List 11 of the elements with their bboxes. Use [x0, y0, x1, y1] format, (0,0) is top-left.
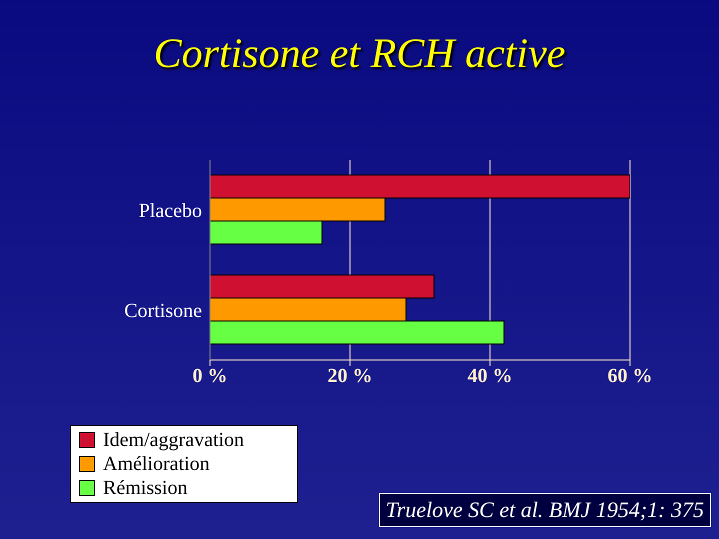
x-tick-label: 0 % [192, 365, 228, 388]
legend-label: Idem/aggravation [103, 428, 244, 452]
text: Truelove SC et al. BMJ 1954;1: 375 [378, 493, 711, 527]
y-tick-label: Cortisone [124, 300, 202, 322]
legend-label: Rémission [103, 476, 188, 500]
x-tick-label: 60 % [608, 365, 652, 388]
chart-title: Cortisone et RCH active [152, 30, 566, 78]
legend-label: Amélioration [103, 452, 210, 476]
x-tick-label: 20 % [328, 365, 372, 388]
y-tick-label: Placebo [138, 200, 202, 222]
x-tick-label: 40 % [468, 365, 512, 388]
